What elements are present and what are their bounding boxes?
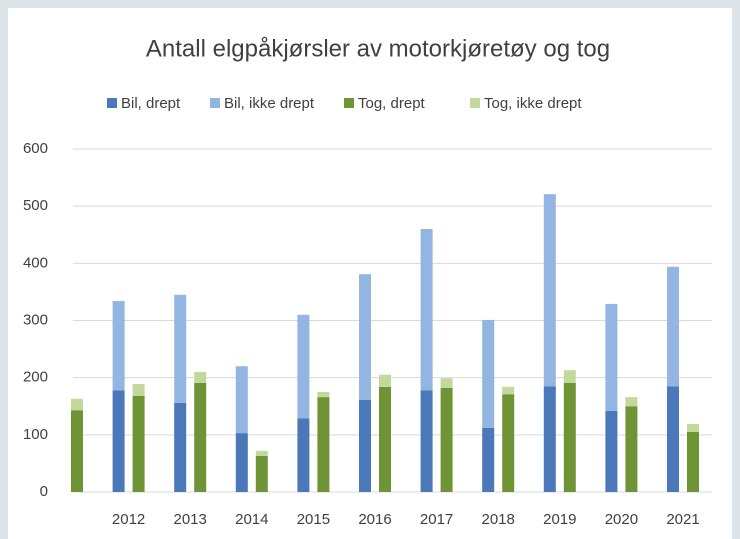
y-tick-label: 0 [40,483,48,500]
bar [625,397,638,407]
bar [255,455,268,492]
x-tick-label: 2015 [297,511,330,528]
bar [112,390,125,492]
x-tick-label: 2021 [666,511,699,528]
bar [317,391,330,398]
y-tick-label: 400 [23,254,48,271]
bar [543,194,556,387]
bar [359,399,371,492]
bar [194,382,207,492]
bar [194,371,207,383]
bar [235,433,248,492]
x-tick-label: 2019 [543,511,576,528]
legend-label: Tog, ikke drept [484,95,582,112]
legend-swatch [344,98,354,108]
bar [482,319,495,428]
x-tick-label: 2016 [358,511,391,528]
x-tick-label: 2014 [235,511,268,528]
bar [440,378,453,388]
bar [112,301,125,391]
y-tick-label: 600 [23,140,48,157]
y-tick-label: 100 [23,426,48,443]
bar [605,410,618,492]
legend-swatch [470,98,480,108]
bar [687,431,699,492]
bar [543,386,556,492]
bar [359,274,371,400]
legend-label: Bil, ikke drept [224,95,315,112]
bar [420,390,433,492]
bar [297,418,310,492]
bar [317,397,330,492]
bar [605,303,618,411]
bar [235,366,248,434]
bar [563,370,576,383]
legend-swatch [210,98,220,108]
x-tick-label: 2017 [420,511,453,528]
bar [379,386,391,492]
bar [379,374,391,387]
y-tick-label: 500 [23,197,48,214]
x-tick-label: 2020 [605,511,638,528]
bar [563,382,576,492]
bar [71,410,83,492]
x-tick-label: 2012 [112,511,145,528]
legend-label: Tog, drept [358,95,426,112]
bar [132,395,145,492]
bar [132,383,145,396]
x-tick-label: 2018 [482,511,515,528]
bar [297,314,310,419]
bar [482,427,495,492]
bar [440,387,453,492]
bar [625,406,638,492]
legend-label: Bil, drept [121,95,181,112]
chart-title: Antall elgpåkjørsler av motorkjøretøy og… [146,35,610,62]
bar [174,294,187,403]
bar [71,398,83,411]
bar [687,423,699,432]
y-tick-label: 300 [23,311,48,328]
bar [502,394,515,492]
bar [420,229,433,391]
legend-swatch [107,98,117,108]
bar [502,386,515,395]
bar [255,450,268,456]
bar [667,386,679,492]
x-tick-label: 2013 [174,511,207,528]
y-tick-label: 200 [23,369,48,386]
bar [667,266,679,387]
bar [174,402,187,492]
